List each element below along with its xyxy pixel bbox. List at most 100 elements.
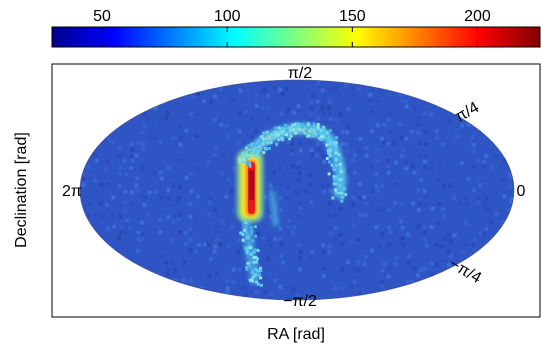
noise-pixel [352, 170, 357, 175]
colorbar-tick-label: 50 [93, 8, 111, 25]
noise-pixel [452, 232, 457, 237]
hot-pixel [247, 252, 251, 256]
colorbar-tick-labels: 50 100 150 200 [93, 8, 491, 25]
noise-pixel [484, 154, 489, 159]
noise-pixel [435, 220, 440, 225]
noise-pixel [243, 81, 248, 86]
noise-pixel [106, 136, 111, 141]
noise-pixel [501, 220, 506, 225]
noise-pixel [333, 237, 338, 242]
noise-pixel [399, 219, 404, 224]
noise-pixel [482, 159, 487, 164]
noise-pixel [284, 195, 289, 200]
noise-pixel [400, 98, 405, 103]
noise-pixel [279, 182, 284, 187]
noise-pixel [142, 202, 147, 207]
noise-pixel [202, 242, 207, 247]
noise-pixel [376, 207, 381, 212]
noise-pixel [219, 130, 224, 135]
noise-pixel [374, 158, 379, 163]
noise-pixel [291, 164, 296, 169]
noise-pixel [122, 200, 127, 205]
noise-pixel [196, 194, 201, 199]
noise-pixel [404, 159, 409, 164]
hot-pixel [284, 133, 288, 137]
noise-pixel [176, 218, 181, 223]
noise-pixel [362, 195, 367, 200]
hot-pixel [294, 122, 298, 126]
noise-pixel [328, 231, 333, 236]
hot-pixel [316, 130, 320, 134]
noise-pixel [490, 148, 495, 153]
noise-pixel [176, 195, 181, 200]
noise-pixel [446, 249, 451, 254]
noise-pixel [298, 206, 303, 211]
noise-pixel [404, 104, 409, 109]
noise-pixel [502, 158, 507, 163]
hot-pixel [281, 129, 285, 133]
noise-pixel [99, 182, 104, 187]
hot-pixel [260, 139, 264, 143]
noise-pixel [476, 196, 481, 201]
noise-pixel [284, 244, 289, 249]
noise-pixel [296, 292, 301, 297]
noise-pixel [422, 159, 427, 164]
noise-pixel [213, 135, 218, 140]
noise-pixel [200, 148, 205, 153]
noise-pixel [338, 207, 343, 212]
noise-pixel [262, 195, 267, 200]
noise-pixel [472, 238, 477, 243]
hot-pixel [322, 125, 326, 129]
noise-pixel [434, 262, 439, 267]
hot-pixel [334, 164, 338, 168]
noise-pixel [489, 220, 494, 225]
noise-pixel [435, 136, 440, 141]
noise-pixel [123, 208, 128, 213]
noise-pixel [464, 195, 469, 200]
noise-pixel [345, 170, 350, 175]
noise-pixel [404, 99, 409, 104]
noise-pixel [471, 242, 476, 247]
noise-pixel [243, 110, 248, 115]
hot-pixel [284, 123, 288, 127]
noise-pixel [232, 248, 237, 253]
noise-pixel [146, 212, 151, 217]
noise-pixel [208, 195, 213, 200]
noise-pixel [309, 106, 314, 111]
hot-pixel [248, 164, 252, 168]
noise-pixel [429, 165, 434, 170]
noise-pixel [423, 111, 428, 116]
hot-pixel [327, 172, 331, 176]
noise-pixel [327, 243, 332, 248]
noise-pixel [266, 106, 271, 111]
noise-pixel [418, 268, 423, 273]
noise-pixel [238, 111, 243, 116]
noise-pixel [159, 224, 164, 229]
colorbar-tick-label: 200 [464, 8, 491, 25]
noise-pixel [424, 154, 429, 159]
hot-pixel [245, 231, 249, 235]
noise-pixel [326, 183, 331, 188]
noise-pixel [129, 154, 134, 159]
hot-pixel [335, 191, 339, 195]
noise-pixel [104, 166, 109, 171]
noise-pixel [142, 194, 147, 199]
noise-pixel [321, 243, 326, 248]
noise-pixel [357, 182, 362, 187]
noise-pixel [171, 201, 176, 206]
noise-pixel [430, 261, 435, 266]
hot-pixel [245, 251, 249, 255]
noise-pixel [224, 194, 229, 199]
hot-pixel [244, 157, 248, 161]
noise-pixel [405, 279, 410, 284]
hot-pixel [259, 276, 263, 280]
noise-pixel [345, 285, 350, 290]
noise-pixel [196, 148, 201, 153]
noise-pixel [352, 224, 357, 229]
noise-pixel [380, 280, 385, 285]
noise-pixel [466, 122, 471, 127]
hot-pixel [340, 195, 344, 199]
noise-pixel [434, 105, 439, 110]
noise-pixel [422, 189, 427, 194]
noise-pixel [488, 208, 493, 213]
